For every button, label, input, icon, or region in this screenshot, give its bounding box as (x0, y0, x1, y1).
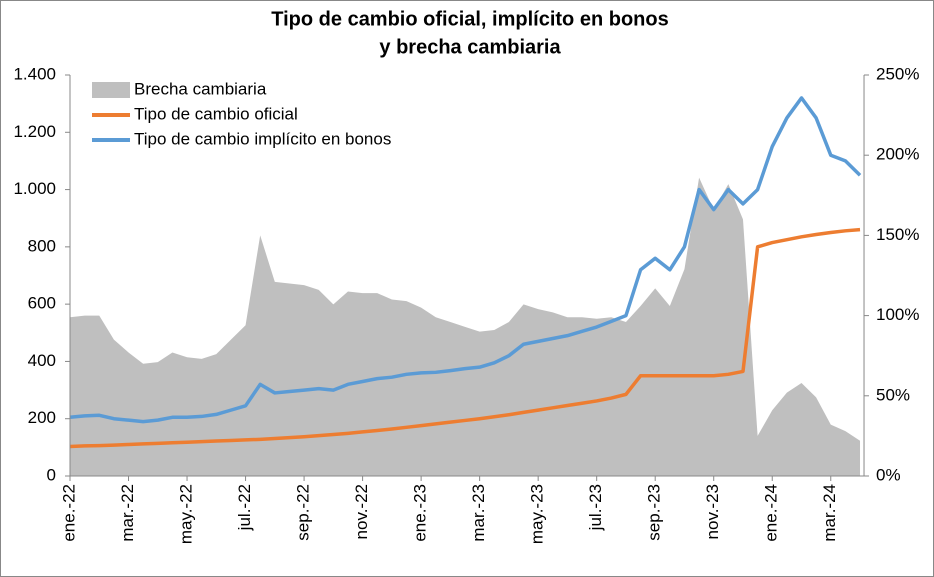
x-tick-label: mar.-24 (820, 484, 839, 542)
y-tick-label: 200 (28, 408, 56, 427)
x-tick-label: may.-23 (528, 484, 547, 544)
y-tick-label: 600 (28, 294, 56, 313)
chart-title: Tipo de cambio oficial, implícito en bon… (271, 8, 668, 30)
legend-swatch (92, 82, 130, 98)
legend-label: Tipo de cambio oficial (134, 104, 298, 123)
line (69, 96, 862, 424)
x-tick-label: may.-22 (177, 484, 196, 544)
x-tick-label: nov.-22 (352, 484, 371, 539)
y2-tick-label: 0% (876, 465, 901, 484)
x-tick-label: jul.-22 (235, 484, 254, 531)
legend-label: Tipo de cambio implícito en bonos (134, 129, 391, 148)
area (70, 177, 861, 476)
x-tick-label: ene.-22 (59, 484, 78, 542)
x-tick-label: nov.-23 (703, 484, 722, 539)
y-tick-label: 1.200 (13, 122, 56, 141)
y-tick-label: 800 (28, 236, 56, 255)
line (69, 227, 861, 449)
y2-tick-label: 250% (876, 64, 919, 83)
y2-tick-label: 100% (876, 305, 919, 324)
x-tick-label: sep.-23 (645, 484, 664, 541)
y-tick-label: 1.400 (13, 64, 56, 83)
x-tick-label: ene.-23 (411, 484, 430, 542)
y2-tick-label: 150% (876, 225, 919, 244)
legend-label: Brecha cambiaria (134, 79, 267, 98)
y2-tick-label: 50% (876, 385, 910, 404)
chart-title: y brecha cambiaria (379, 36, 561, 58)
x-tick-label: mar.-23 (469, 484, 488, 542)
y-tick-label: 400 (28, 351, 56, 370)
x-tick-label: ene.-24 (762, 484, 781, 542)
y-tick-label: 1.000 (13, 179, 56, 198)
y2-tick-label: 200% (876, 145, 919, 164)
x-tick-label: sep.-22 (294, 484, 313, 541)
y-tick-label: 0 (47, 465, 56, 484)
x-tick-label: mar.-22 (118, 484, 137, 542)
x-tick-label: jul.-23 (586, 484, 605, 531)
